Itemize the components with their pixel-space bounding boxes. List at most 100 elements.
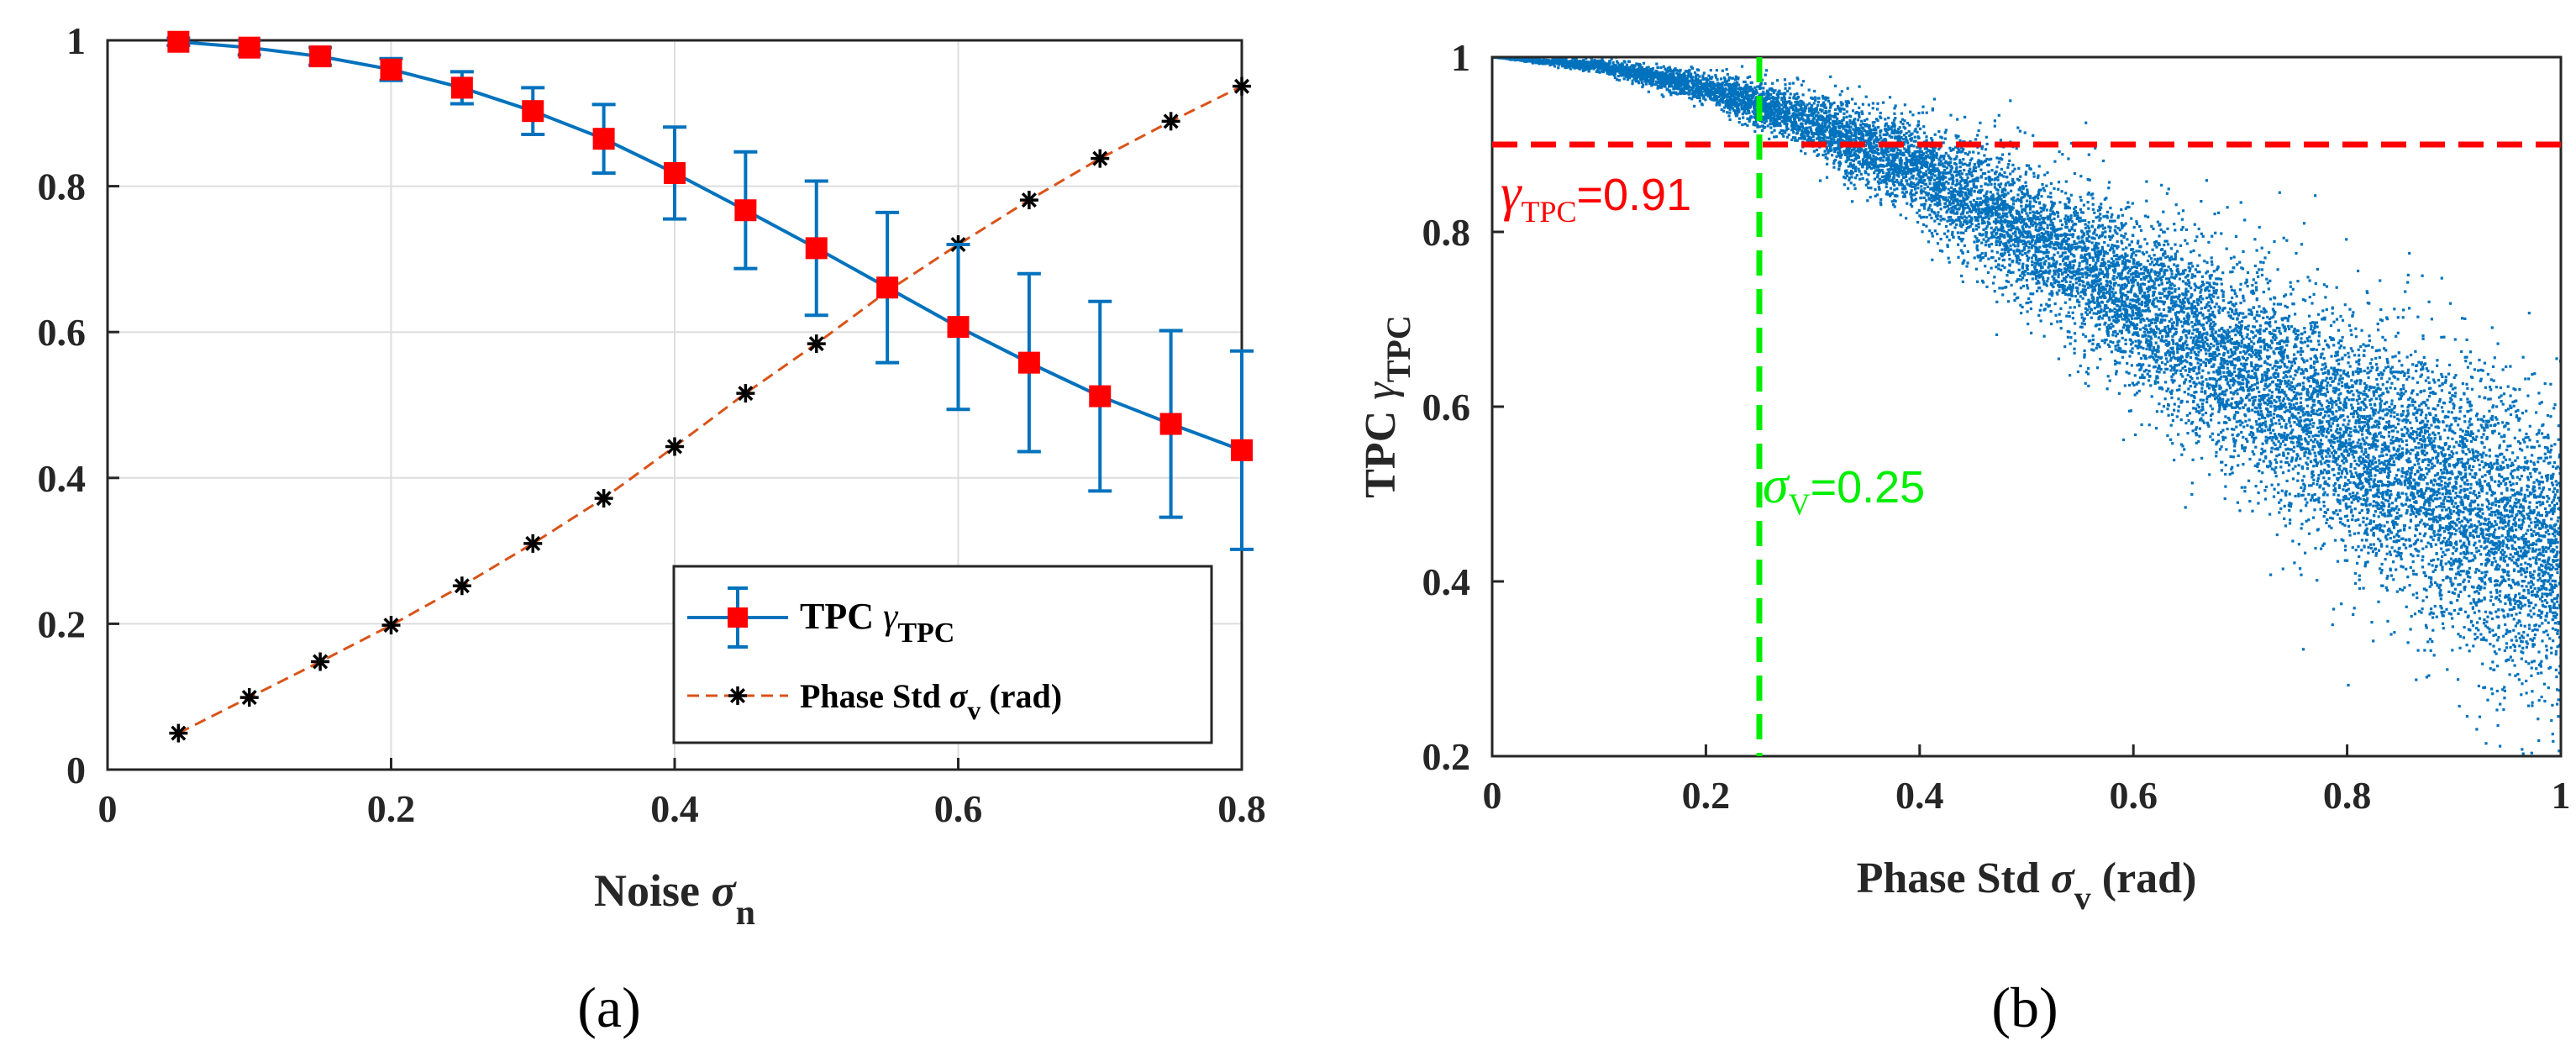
scatter-point — [2505, 486, 2509, 490]
scatter-point — [1851, 123, 1855, 126]
scatter-point — [2326, 431, 2330, 434]
scatter-point — [2342, 539, 2345, 542]
scatter-point — [2100, 223, 2104, 227]
scatter-point — [1974, 166, 1978, 170]
tpc-point — [734, 199, 757, 222]
scatter-point — [1938, 156, 1942, 160]
scatter-point — [2553, 530, 2557, 534]
scatter-point — [2569, 681, 2572, 684]
scatter-point — [2526, 478, 2530, 481]
scatter-point — [2516, 456, 2520, 460]
scatter-point — [2309, 498, 2313, 502]
scatter-point — [1800, 129, 1803, 132]
scatter-point — [2295, 384, 2299, 387]
scatter-point — [2133, 374, 2137, 377]
scatter-point — [1787, 133, 1790, 136]
tpc-point — [450, 76, 473, 99]
scatter-point — [1916, 155, 1920, 158]
scatter-point — [2088, 311, 2091, 314]
scatter-point — [2093, 211, 2096, 214]
scatter-point — [2021, 262, 2025, 266]
scatter-point — [2404, 483, 2407, 486]
scatter-point — [2514, 593, 2517, 597]
scatter-point — [2504, 536, 2507, 539]
scatter-point — [2572, 607, 2574, 610]
scatter-point — [2212, 289, 2216, 292]
scatter-point — [1930, 160, 1933, 165]
scatter-point — [2011, 206, 2015, 209]
scatter-point — [2064, 214, 2068, 218]
scatter-point — [2373, 386, 2376, 389]
scatter-point — [2448, 492, 2452, 496]
scatter-point — [2377, 537, 2380, 541]
scatter-point — [2284, 365, 2287, 368]
scatter-point — [2564, 558, 2567, 560]
scatter-point — [2353, 354, 2357, 357]
scatter-point — [2037, 176, 2040, 179]
scatter-point — [2423, 438, 2426, 441]
scatter-point — [2405, 439, 2408, 443]
scatter-point — [2042, 334, 2046, 338]
scatter-point — [2259, 260, 2263, 264]
scatter-point — [2513, 607, 2516, 610]
scatter-point — [1829, 106, 1832, 109]
scatter-point — [2540, 587, 2543, 591]
scatter-point — [2274, 458, 2277, 461]
scatter-point — [2359, 392, 2363, 395]
scatter-point — [2419, 438, 2422, 441]
scatter-point — [2201, 341, 2205, 344]
scatter-point — [2195, 391, 2198, 394]
scatter-point — [2034, 275, 2038, 278]
scatter-point — [2312, 390, 2316, 393]
scatter-point — [2477, 598, 2480, 602]
scatter-point — [2223, 390, 2226, 393]
scatter-point — [2036, 234, 2039, 237]
scatter-point — [2001, 293, 2005, 297]
scatter-point — [2411, 593, 2415, 597]
scatter-point — [2568, 581, 2571, 583]
scatter-point — [2447, 495, 2450, 499]
scatter-point — [2066, 233, 2069, 236]
scatter-point — [2400, 492, 2404, 495]
scatter-point — [2466, 482, 2469, 486]
scatter-point — [2435, 518, 2438, 522]
scatter-point — [2124, 232, 2127, 235]
scatter-point — [2169, 302, 2174, 305]
scatter-point — [1879, 157, 1882, 160]
scatter-point — [1969, 221, 1973, 224]
scatter-point — [1670, 85, 1674, 88]
scatter-point — [2440, 389, 2443, 392]
scatter-point — [1656, 85, 1660, 88]
scatter-point — [2123, 265, 2127, 268]
scatter-point — [2263, 311, 2266, 314]
scatter-point — [1979, 175, 1983, 178]
scatter-point — [2484, 539, 2487, 543]
scatter-point — [2073, 242, 2076, 245]
scatter-point — [1690, 72, 1693, 76]
scatter-point — [2541, 610, 2544, 613]
scatter-point — [2395, 523, 2399, 526]
scatter-point — [2259, 410, 2263, 413]
scatter-point — [2095, 305, 2099, 308]
scatter-point — [2403, 372, 2406, 376]
scatter-point — [2116, 361, 2119, 365]
scatter-point — [1873, 171, 1876, 175]
scatter-point — [2436, 460, 2439, 464]
scatter-point — [2028, 200, 2032, 203]
scatter-point — [2374, 460, 2378, 464]
scatter-point — [1888, 96, 1892, 99]
scatter-point — [2473, 523, 2476, 527]
scatter-point — [2193, 223, 2196, 226]
scatter-point — [2269, 405, 2273, 408]
scatter-point — [2266, 349, 2269, 352]
scatter-point — [2205, 395, 2210, 398]
scatter-point — [2507, 593, 2510, 597]
x-tick-label: 0.4 — [650, 787, 699, 830]
scatter-point — [2426, 458, 2430, 461]
scatter-point — [2453, 386, 2457, 390]
scatter-point — [2270, 439, 2274, 442]
scatter-point — [2555, 597, 2558, 600]
scatter-point — [2126, 296, 2129, 299]
scatter-point — [2104, 266, 2108, 270]
scatter-point — [2532, 481, 2536, 484]
